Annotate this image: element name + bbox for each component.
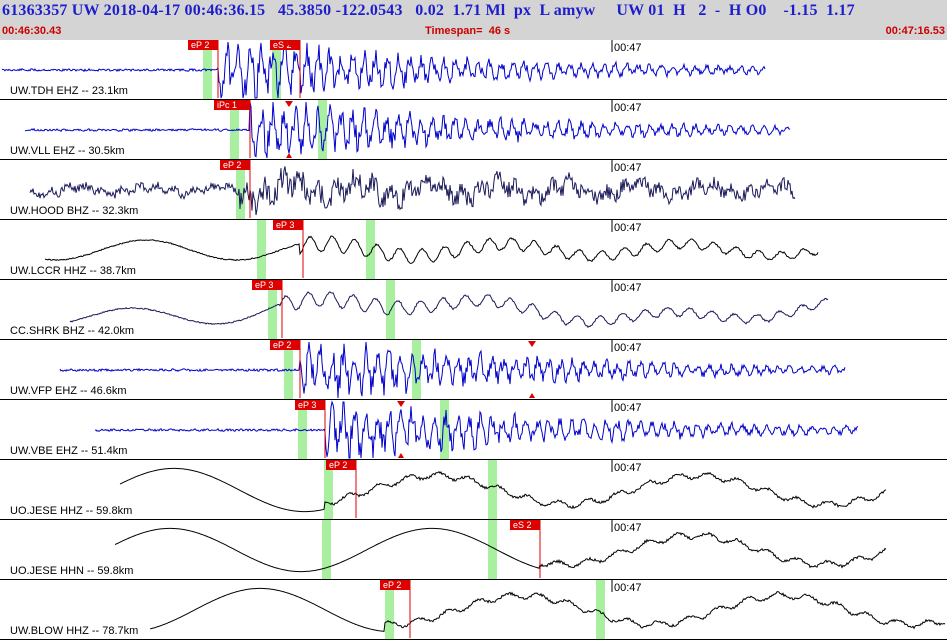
pick-window-marker (236, 160, 245, 220)
amplitude-marker-icon[interactable] (397, 401, 405, 407)
event-header-bar: 61363357 UW 2018-04-17 00:46:36.15 45.38… (0, 0, 947, 40)
phase-pick-label: eP 2 (383, 580, 401, 590)
amplitude-marker-icon[interactable] (285, 101, 293, 107)
time-tick-label: 00:47 (614, 42, 642, 54)
phase-pick-label: eP 2 (191, 40, 209, 50)
channel-row[interactable]: 00:47 eP 2 eS 2 UW.TDH EHZ -- 23.1km (0, 40, 947, 100)
pick-window-marker (412, 340, 421, 400)
waveform-trace (59, 341, 846, 399)
channel-label: UW.LCCR HHZ -- 38.7km (10, 265, 136, 277)
pick-window-marker (322, 520, 331, 580)
phase-pick-flag[interactable] (214, 100, 250, 110)
channel-row[interactable]: 00:47 eP 3 UW.VBE EHZ -- 51.4km (0, 400, 947, 460)
phase-pick-flag[interactable] (188, 40, 218, 50)
phase-pick-label: eP 3 (255, 280, 273, 290)
phase-pick-flag[interactable] (380, 580, 410, 590)
time-tick-label: 00:47 (614, 162, 642, 174)
phase-pick-label: iPc 1 (217, 100, 237, 110)
pick-window-marker (488, 460, 497, 520)
phase-pick-label: eP 3 (276, 220, 294, 230)
channel-row[interactable]: 00:47 eS 2 UO.JESE HHN -- 59.8km (0, 520, 947, 580)
pick-window-marker (440, 400, 449, 460)
waveform-trace (44, 235, 819, 264)
phase-pick-flag[interactable] (326, 460, 356, 470)
channel-label: UO.JESE HHZ -- 59.8km (10, 505, 132, 517)
pick-window-marker (488, 520, 497, 580)
time-tick-label: 00:47 (614, 342, 642, 354)
timespan-value: 46 s (488, 25, 511, 37)
timespan-prefix: Timespan= (425, 25, 483, 37)
phase-pick-flag[interactable] (252, 280, 282, 290)
phase-pick-flag[interactable] (220, 160, 250, 170)
channel-row[interactable]: 00:47 eP 2 UW.BLOW HHZ -- 78.7km (0, 580, 947, 640)
channel-row[interactable]: 00:47 eP 3 UW.LCCR HHZ -- 38.7km (0, 220, 947, 280)
amplitude-marker-icon[interactable] (286, 153, 292, 158)
phase-pick-flag[interactable] (510, 520, 540, 530)
channel-label: UW.VBE EHZ -- 51.4km (10, 445, 127, 457)
pick-window-marker (596, 580, 605, 640)
time-tick-label: 00:47 (614, 402, 642, 414)
amplitude-marker-icon[interactable] (528, 341, 536, 347)
amplitude-marker-icon[interactable] (398, 453, 404, 458)
phase-pick-flag[interactable] (270, 340, 300, 350)
waveform-trace (1, 41, 766, 99)
pick-window-marker (268, 280, 277, 340)
time-tick-label: 00:47 (614, 222, 642, 234)
time-tick-label: 00:47 (614, 102, 642, 114)
channel-label: UW.HOOD BHZ -- 32.3km (10, 205, 138, 217)
start-time-label: 00:46:30.43 (2, 25, 62, 37)
pick-window-marker (366, 220, 375, 280)
phase-pick-flag[interactable] (295, 400, 325, 410)
channel-row[interactable]: 00:47 eP 3 CC.SHRK BHZ -- 42.0km (0, 280, 947, 340)
pick-window-marker (385, 580, 394, 640)
time-tick-label: 00:47 (614, 522, 642, 534)
pick-window-marker (318, 100, 327, 160)
seismogram-panel[interactable]: 00:47 eP 2 eS 2 UW.TDH EHZ -- 23.1km 00:47 iP… (0, 40, 947, 640)
phase-pick-label: eP 3 (298, 400, 316, 410)
event-summary-title: 61363357 UW 2018-04-17 00:46:36.15 45.38… (2, 2, 855, 19)
phase-pick-label: eS 2 (273, 40, 292, 50)
channel-label: UW.VFP EHZ -- 46.6km (10, 385, 127, 397)
timespan-label: Timespan= 46 s (425, 25, 510, 37)
phase-pick-label: eP 2 (329, 460, 347, 470)
time-tick-label: 00:47 (614, 462, 642, 474)
waveform-trace (94, 400, 859, 459)
time-tick-label: 00:47 (614, 282, 642, 294)
time-tick-label: 00:47 (614, 582, 642, 594)
channel-label: UW.TDH EHZ -- 23.1km (10, 85, 128, 97)
channel-row[interactable]: 00:47 eP 2 UW.VFP EHZ -- 46.6km (0, 340, 947, 400)
end-time-label: 00:47:16.53 (885, 25, 945, 37)
amplitude-marker-icon[interactable] (529, 393, 535, 398)
waveform-trace (149, 587, 946, 632)
waveform-trace (119, 467, 887, 513)
phase-pick-flag[interactable] (273, 220, 303, 230)
waveform-trace (114, 527, 887, 573)
phase-pick-label: eS 2 (513, 520, 532, 530)
channel-row[interactable]: 00:47 eP 2 UW.HOOD BHZ -- 32.3km (0, 160, 947, 220)
pick-window-marker (324, 460, 333, 520)
pick-window-marker (257, 220, 266, 280)
channel-label: CC.SHRK BHZ -- 42.0km (10, 325, 134, 337)
channel-label: UW.BLOW HHZ -- 78.7km (10, 625, 138, 637)
phase-pick-flag[interactable] (270, 40, 300, 50)
channel-row[interactable]: 00:47 eP 2 UO.JESE HHZ -- 59.8km (0, 460, 947, 520)
amplitude-marker-icon[interactable] (286, 41, 294, 47)
channel-row[interactable]: 00:47 iPc 1 UW.VLL EHZ -- 30.5km (0, 100, 947, 160)
waveform-trace (29, 166, 796, 216)
waveform-trace (69, 291, 829, 329)
phase-pick-label: eP 2 (273, 340, 291, 350)
phase-pick-label: eP 2 (223, 160, 241, 170)
channel-label: UO.JESE HHN -- 59.8km (10, 565, 133, 577)
channel-label: UW.VLL EHZ -- 30.5km (10, 145, 125, 157)
waveform-trace (24, 101, 791, 159)
